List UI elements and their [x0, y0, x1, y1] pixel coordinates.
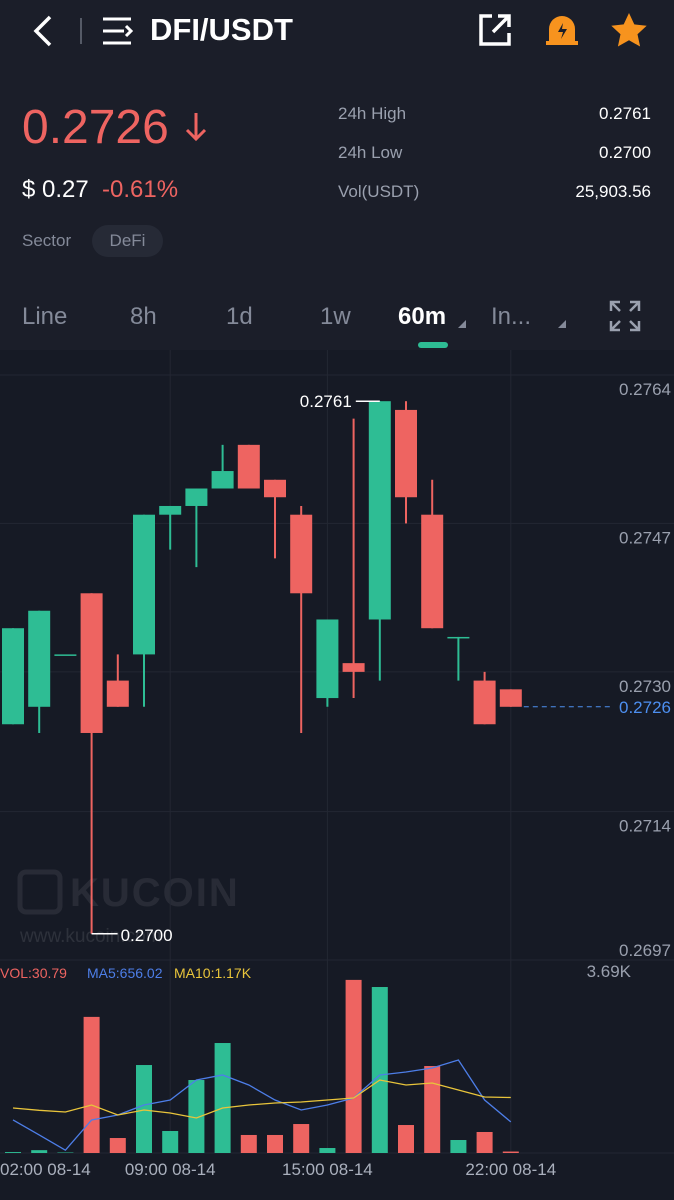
- volume-bar: [293, 1124, 310, 1153]
- volume-bar: [188, 1080, 205, 1153]
- candle-body: [316, 619, 339, 699]
- stat-value: 0.2761: [599, 104, 651, 123]
- candle-body: [106, 680, 129, 707]
- menu-button[interactable]: [102, 16, 134, 46]
- candle-body: [421, 514, 444, 629]
- tab[interactable]: 1d: [226, 303, 253, 330]
- high-label: 0.2761: [300, 392, 352, 411]
- volume-bar: [502, 1151, 519, 1153]
- share-button[interactable]: [478, 13, 512, 47]
- candle-body: [2, 628, 24, 725]
- volume-legend: VOL:30.79: [0, 965, 67, 981]
- volume-bar: [424, 1066, 441, 1153]
- sector-tag[interactable]: DeFi: [92, 225, 163, 257]
- divider: [80, 18, 82, 44]
- watermark-logo: KUCOIN: [70, 871, 240, 915]
- candle-body: [54, 654, 77, 656]
- x-tick-label: 22:00 08-14: [465, 1160, 556, 1179]
- volume-bar: [345, 979, 362, 1153]
- volume-bar: [398, 1125, 414, 1153]
- volume-bar: [267, 1134, 283, 1153]
- volume-bar: [162, 1130, 179, 1153]
- candle-body: [395, 409, 417, 498]
- candle-body: [473, 680, 496, 725]
- candle-body: [211, 471, 234, 489]
- ma-line: [12, 1079, 511, 1119]
- active-tab-indicator: [418, 342, 448, 348]
- x-tick-label: 15:00 08-14: [282, 1160, 373, 1179]
- candle-body: [185, 488, 208, 506]
- tab[interactable]: 8h: [130, 303, 157, 330]
- candle-body: [290, 514, 313, 594]
- stat-value: 25,903.56: [575, 182, 651, 201]
- candle-body: [499, 689, 522, 707]
- back-button[interactable]: [28, 14, 58, 48]
- pair-title: DFI/USDT: [150, 12, 293, 47]
- stat-label: 24h Low: [338, 143, 403, 162]
- volume-bar: [371, 987, 388, 1153]
- stat-label: Vol(USDT): [338, 182, 420, 201]
- candle-body: [80, 593, 103, 733]
- candle-body: [237, 444, 260, 489]
- candle-body: [28, 610, 51, 707]
- dropdown-indicator: [558, 320, 566, 328]
- stat-value: 0.2700: [599, 143, 651, 162]
- last-price: 0.2726: [22, 101, 169, 154]
- candle-body: [159, 505, 182, 515]
- y-tick-label: 0.2764: [619, 380, 671, 399]
- stat-label: 24h High: [338, 104, 407, 123]
- fullscreen-button[interactable]: [609, 300, 641, 332]
- candle-body: [342, 663, 365, 672]
- y-tick-label: 0.2730: [619, 677, 671, 696]
- x-tick-label: 09:00 08-14: [125, 1160, 216, 1179]
- watermark-icon: [17, 869, 63, 915]
- volume-bar: [31, 1150, 48, 1153]
- dropdown-indicator: [458, 320, 466, 328]
- last-price-label: 0.2726: [619, 698, 671, 717]
- x-tick-label: 02:00 08-14: [0, 1160, 91, 1179]
- volume-bar: [476, 1131, 493, 1153]
- low-label: 0.2700: [121, 926, 173, 945]
- candle-body: [447, 636, 470, 639]
- volume-bar: [5, 1152, 21, 1153]
- tab[interactable]: Line: [22, 303, 68, 330]
- y-tick-label: 0.2747: [619, 528, 671, 547]
- volume-bar: [214, 1043, 231, 1153]
- price-change: -0.61%: [102, 176, 179, 203]
- candle-body: [133, 514, 155, 655]
- tab[interactable]: In...: [491, 303, 532, 330]
- favorite-button[interactable]: [610, 12, 648, 48]
- volume-bar: [136, 1065, 152, 1153]
- sector-label: Sector: [22, 231, 72, 250]
- y-tick-label: 0.2714: [619, 817, 671, 836]
- usd-price: 0.27: [42, 176, 89, 203]
- volume-bar: [109, 1138, 126, 1153]
- volume-bar: [240, 1134, 257, 1153]
- volume-bar: [83, 1016, 100, 1153]
- candle-body: [368, 401, 391, 620]
- candle-body: [264, 479, 286, 498]
- watermark-url: www.kucoin.com: [19, 926, 162, 947]
- y-tick-label: 0.2697: [619, 941, 671, 960]
- volume-bar: [450, 1140, 467, 1153]
- header: DFI/USDT 0.2726 $ 0.27 -0.61% Sector DeF…: [0, 0, 674, 350]
- volume-bar: [319, 1148, 336, 1153]
- tab[interactable]: 60m: [398, 303, 447, 330]
- volume-tick-label: 3.69K: [587, 962, 632, 981]
- tab[interactable]: 1w: [320, 303, 351, 330]
- ma-legend: MA10:1.17K: [174, 965, 252, 981]
- ma-line: [12, 1059, 512, 1151]
- alert-button[interactable]: [544, 12, 580, 48]
- usd-symbol: $: [22, 176, 36, 203]
- ma-legend: MA5:656.02: [87, 965, 163, 981]
- down-arrow: [185, 113, 207, 142]
